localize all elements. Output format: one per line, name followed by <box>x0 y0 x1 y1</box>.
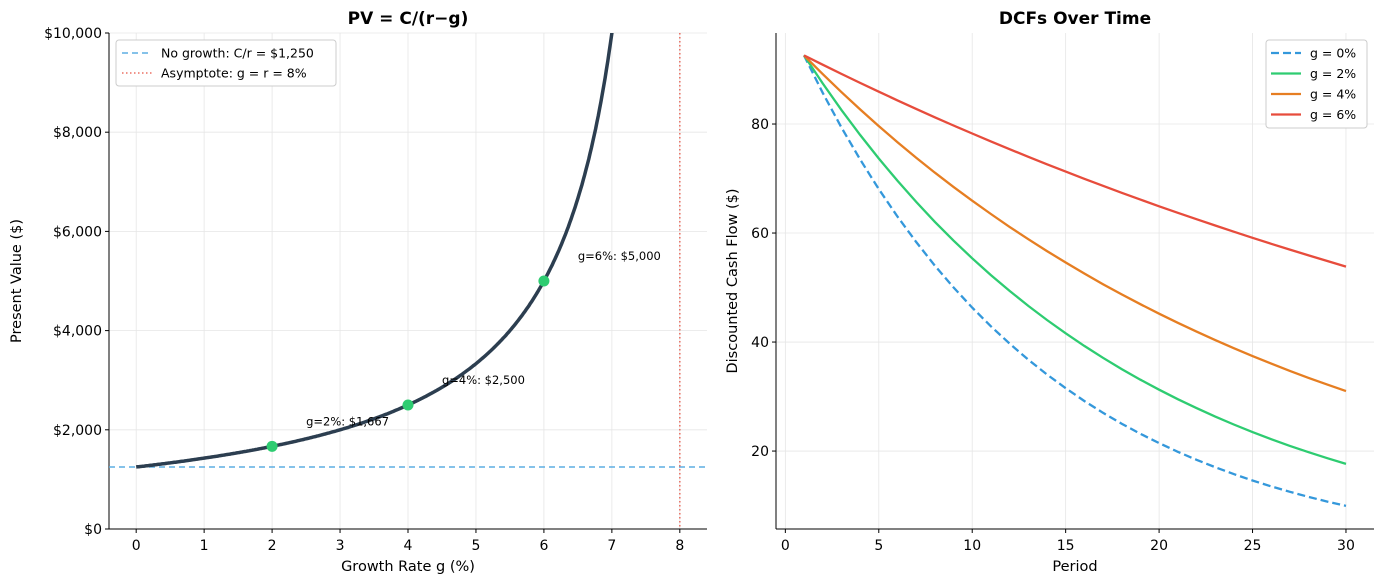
series-line <box>803 54 1347 268</box>
legend: g = 0% g = 2% g = 4% g = 6% <box>1265 39 1368 129</box>
x-tick-label: 4 <box>404 538 413 554</box>
x-tick-label: 6 <box>539 538 548 554</box>
x-axis-label: Period <box>1052 559 1097 575</box>
y-tick-label: $10,000 <box>44 26 102 42</box>
x-tick-label: 2 <box>268 538 277 554</box>
y-axis-label: Present Value ($) <box>9 219 25 343</box>
y-axis-label: Discounted Cash Flow ($) <box>725 188 741 373</box>
point-annotation: g=2%: $1,667 <box>306 415 389 429</box>
legend-label: g = 0% <box>1310 46 1356 61</box>
legend-box <box>115 39 337 87</box>
chart-panel-1: 0 5 10 15 20 25 30 20 40 60 80 DCFs Over Time Period… <box>725 9 1374 575</box>
highlight-point <box>402 399 414 411</box>
y-tick-label: $4,000 <box>53 324 102 340</box>
x-tick-label: 0 <box>132 538 141 554</box>
legend-label: g = 4% <box>1310 87 1356 102</box>
x-tick-label: 15 <box>1057 538 1075 554</box>
legend-label: Asymptote: g = r = 8% <box>161 66 307 81</box>
x-tick-label: 10 <box>963 538 981 554</box>
y-tick-label: 40 <box>751 335 769 351</box>
x-axis-label: Growth Rate g (%) <box>341 559 475 575</box>
point-annotation: g=4%: $2,500 <box>442 373 525 387</box>
y-tick-label: $0 <box>84 522 102 538</box>
legend-box <box>1265 39 1368 129</box>
y-tick-label: 80 <box>751 117 769 133</box>
x-tick-label: 30 <box>1337 538 1355 554</box>
y-tick-label: $2,000 <box>53 423 102 439</box>
x-tick-label: 3 <box>336 538 345 554</box>
point-annotation: g=6%: $5,000 <box>578 249 661 263</box>
chart-title: PV = C/(r−g) <box>348 9 469 29</box>
series-line <box>803 54 1347 393</box>
y-tick-label: 60 <box>751 226 769 242</box>
x-tick-label: 7 <box>607 538 616 554</box>
plot-area <box>802 54 1347 508</box>
x-tick-label: 20 <box>1150 538 1168 554</box>
legend-label: g = 2% <box>1310 66 1356 81</box>
highlight-point <box>266 440 278 452</box>
x-tick-label: 8 <box>675 538 684 554</box>
x-tick-label: 25 <box>1244 538 1262 554</box>
x-tick-label: 1 <box>200 538 209 554</box>
y-tick-label: 20 <box>751 444 769 460</box>
series-line <box>803 54 1347 466</box>
legend-label: No growth: C/r = $1,250 <box>161 46 314 61</box>
highlight-point <box>538 275 550 287</box>
legend: No growth: C/r = $1,250 Asymptote: g = r … <box>115 39 337 87</box>
legend-label: g = 6% <box>1310 107 1356 122</box>
x-tick-label: 5 <box>874 538 883 554</box>
series-line <box>802 54 1347 508</box>
x-tick-label: 5 <box>471 538 480 554</box>
chart-title: DCFs Over Time <box>999 9 1151 29</box>
y-tick-label: $8,000 <box>53 125 102 141</box>
chart-panel-0: 0 1 2 3 4 5 6 7 8 $0 $2,000 $4,000 $6,000 $8,000 $10,0… <box>9 9 707 575</box>
x-tick-label: 0 <box>781 538 790 554</box>
y-tick-label: $6,000 <box>53 224 102 240</box>
